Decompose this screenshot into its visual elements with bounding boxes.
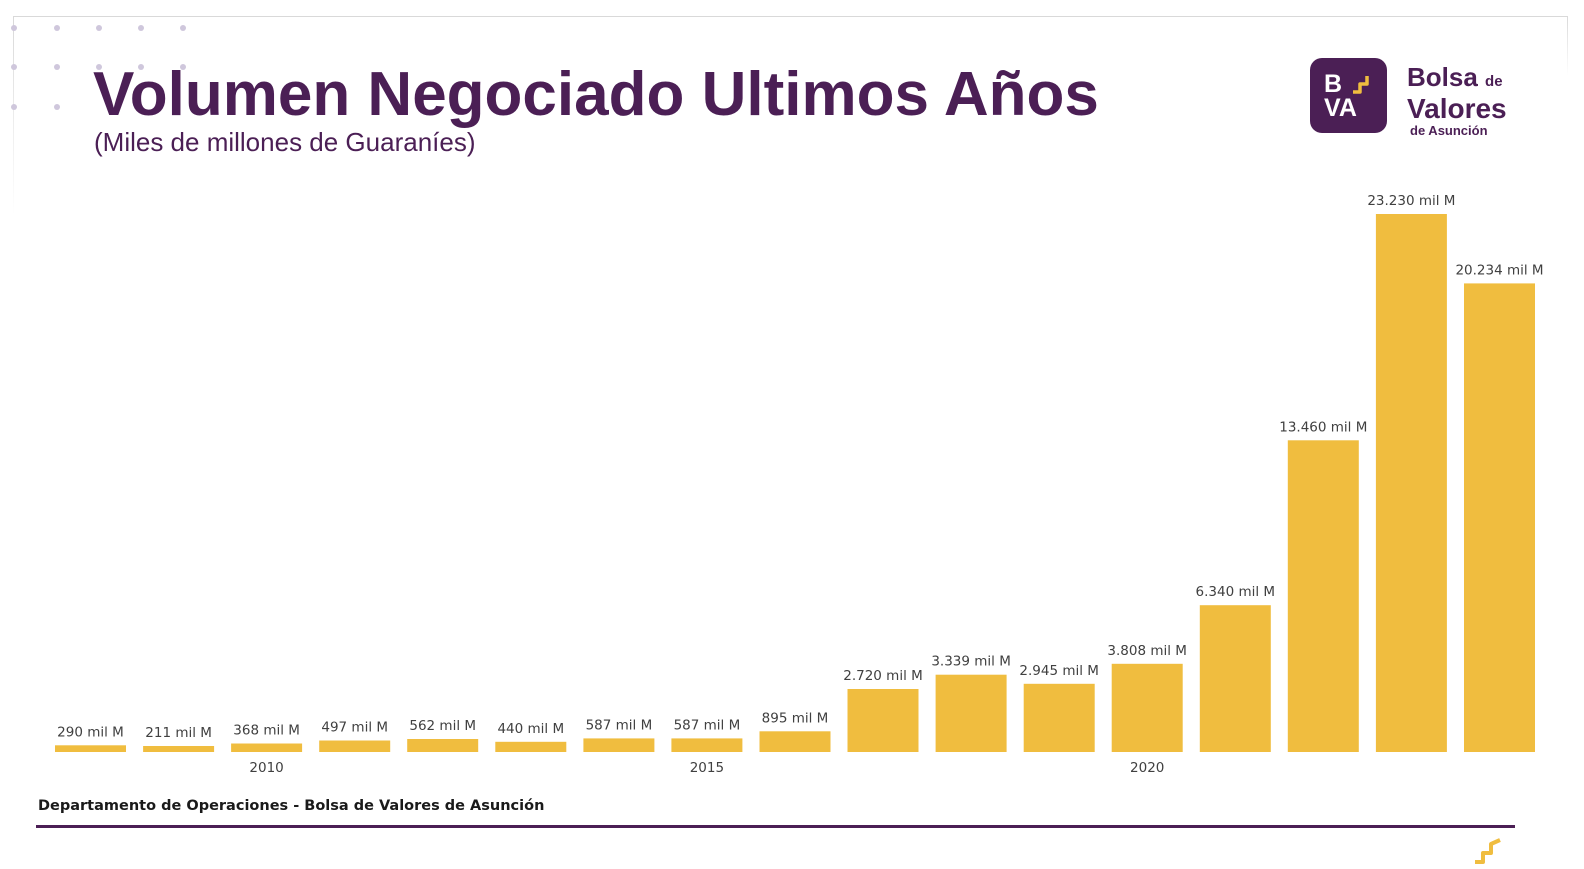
bar-2009 (143, 746, 215, 752)
data-label-2010: 368 mil M (233, 723, 300, 739)
chart-slash-icon (1353, 76, 1369, 94)
decorative-dot (54, 25, 60, 31)
decorative-dot (96, 64, 102, 70)
page-title: Volumen Negociado Ultimos Años (93, 60, 1099, 129)
bar-2014 (583, 738, 655, 752)
data-label-2014: 587 mil M (586, 717, 653, 733)
data-label-2013: 440 mil M (497, 721, 564, 737)
decorative-dot (54, 104, 60, 110)
badge-letters-va: VA (1324, 94, 1357, 122)
bar-2021 (1199, 605, 1271, 752)
bva-logo-wordmark: Bolsa de Valores de Asunción (1407, 64, 1507, 139)
frame-top-border (14, 16, 1568, 17)
data-label-2009: 211 mil M (145, 725, 212, 741)
bar-2008 (55, 745, 126, 752)
x-tick-label-2015: 2015 (690, 760, 724, 776)
data-label-2021: 6.340 mil M (1196, 584, 1276, 600)
decorative-dot (11, 25, 17, 31)
decorative-dot (96, 25, 102, 31)
logo-word-de: de (1485, 73, 1503, 90)
frame-left-border (13, 16, 14, 216)
decorative-dot (11, 64, 17, 70)
bar-2012 (407, 739, 479, 752)
data-label-2020: 3.808 mil M (1107, 643, 1187, 659)
frame-right-border (1567, 16, 1568, 76)
x-tick-label-2020: 2020 (1130, 760, 1164, 776)
data-label-2017: 2.720 mil M (843, 668, 923, 684)
bar-2018 (935, 674, 1007, 752)
decorative-dot (138, 64, 144, 70)
decorative-dot (180, 64, 186, 70)
data-label-2016: 895 mil M (762, 710, 829, 726)
data-label-2012: 562 mil M (409, 718, 476, 734)
data-label-2008: 290 mil M (57, 724, 124, 740)
footer-divider (36, 825, 1515, 828)
decorative-dot (11, 104, 17, 110)
bar-2015 (671, 738, 743, 752)
bar-2011 (319, 740, 391, 752)
logo-word-valores: Valores (1407, 93, 1507, 124)
bva-logo-badge: B VA (1310, 58, 1387, 133)
page-subtitle: (Miles de millones de Guaraníes) (94, 127, 476, 157)
bar-2022 (1287, 440, 1359, 752)
corner-slash-icon (1475, 838, 1501, 864)
bar-2013 (495, 741, 567, 752)
bar-2023 (1375, 214, 1447, 752)
logo-word-asuncion: de Asunción (1410, 123, 1488, 138)
data-label-2024: 20.234 mil M (1455, 262, 1543, 278)
data-label-2019: 2.945 mil M (1019, 663, 1099, 679)
data-label-2011: 497 mil M (321, 720, 388, 736)
decorative-dot (180, 25, 186, 31)
bar-2017 (847, 689, 919, 752)
data-label-2015: 587 mil M (674, 717, 741, 733)
footer-department: Departamento de Operaciones - Bolsa de V… (38, 798, 545, 814)
x-tick-label-2010: 2010 (249, 760, 283, 776)
badge-letter-b: B (1324, 70, 1343, 98)
bar-2010 (231, 743, 303, 752)
bar-2020 (1111, 663, 1183, 752)
data-label-2022: 13.460 mil M (1279, 419, 1367, 435)
bar-2019 (1023, 683, 1095, 752)
bar-2024 (1464, 283, 1535, 752)
bar-2016 (759, 731, 831, 752)
data-label-2023: 23.230 mil M (1367, 193, 1455, 209)
logo-word-bolsa: Bolsa (1407, 62, 1478, 92)
decorative-dot (54, 64, 60, 70)
decorative-dot (138, 25, 144, 31)
data-label-2018: 3.339 mil M (931, 654, 1011, 670)
